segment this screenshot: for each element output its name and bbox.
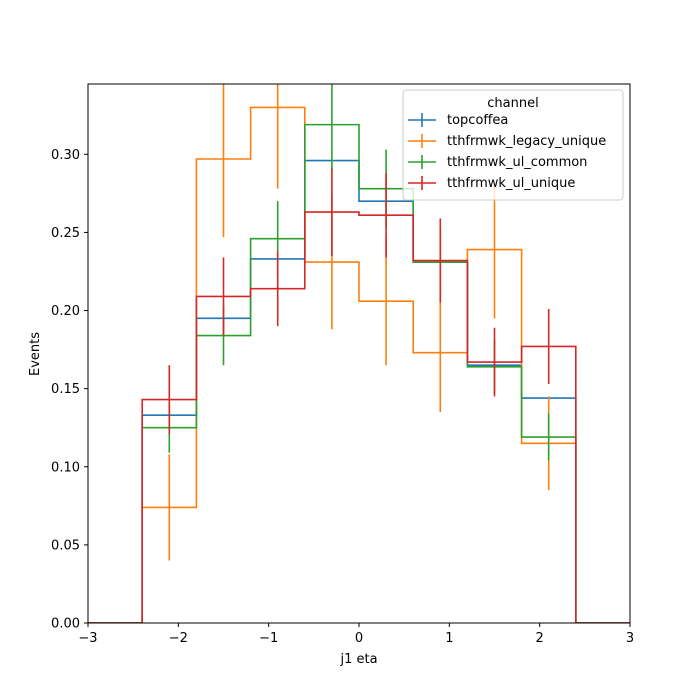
x-axis-label: j1 eta: [339, 652, 377, 667]
legend-title: channel: [487, 96, 538, 111]
legend-label: tthfrmwk_ul_unique: [447, 176, 575, 191]
legend-box: [402, 89, 624, 201]
y-tick-label: 0.30: [51, 148, 80, 163]
legend-item: tthfrmwk_ul_common: [408, 155, 587, 170]
y-tick-label: 0.05: [51, 538, 80, 553]
y-tick-label: 0.25: [51, 226, 80, 241]
step-line-tthfrmwk_ul_common: [88, 123, 630, 623]
plot-area: [88, 84, 630, 623]
y-tick-label: 0.10: [51, 460, 80, 475]
x-tick-label: 3: [626, 631, 634, 646]
x-tick-label: 0: [355, 631, 363, 646]
y-tick-label: 0.00: [51, 617, 80, 632]
x-tick-label: −1: [259, 631, 278, 646]
x-tick-label: −3: [78, 631, 97, 646]
legend-label: tthfrmwk_legacy_unique: [447, 134, 606, 149]
legend-item: topcoffea: [408, 113, 508, 128]
legend-item: tthfrmwk_ul_unique: [408, 176, 575, 191]
x-tick-label: 1: [445, 631, 453, 646]
series-tthfrmwk_ul_unique: [88, 168, 630, 623]
y-axis-label: Events: [28, 332, 43, 376]
legend-item: tthfrmwk_legacy_unique: [408, 134, 606, 149]
series-group: [88, 84, 630, 623]
y-tick-label: 0.20: [51, 304, 80, 319]
x-tick-label: 2: [536, 631, 544, 646]
legend-label: tthfrmwk_ul_common: [447, 155, 587, 170]
y-tick-label: 0.15: [51, 382, 80, 397]
legend: channel topcoffea tthfrmwk_legacy_uniquett…: [402, 89, 624, 201]
x-tick-label: −2: [169, 631, 188, 646]
axes: −3 −2 −1 0 1 2 3 0.00 0.05 0.10 0.15 0.20 0.25 0.30: [51, 83, 634, 646]
step-line-tthfrmwk_ul_unique: [88, 211, 630, 623]
legend-label: topcoffea: [447, 113, 508, 128]
